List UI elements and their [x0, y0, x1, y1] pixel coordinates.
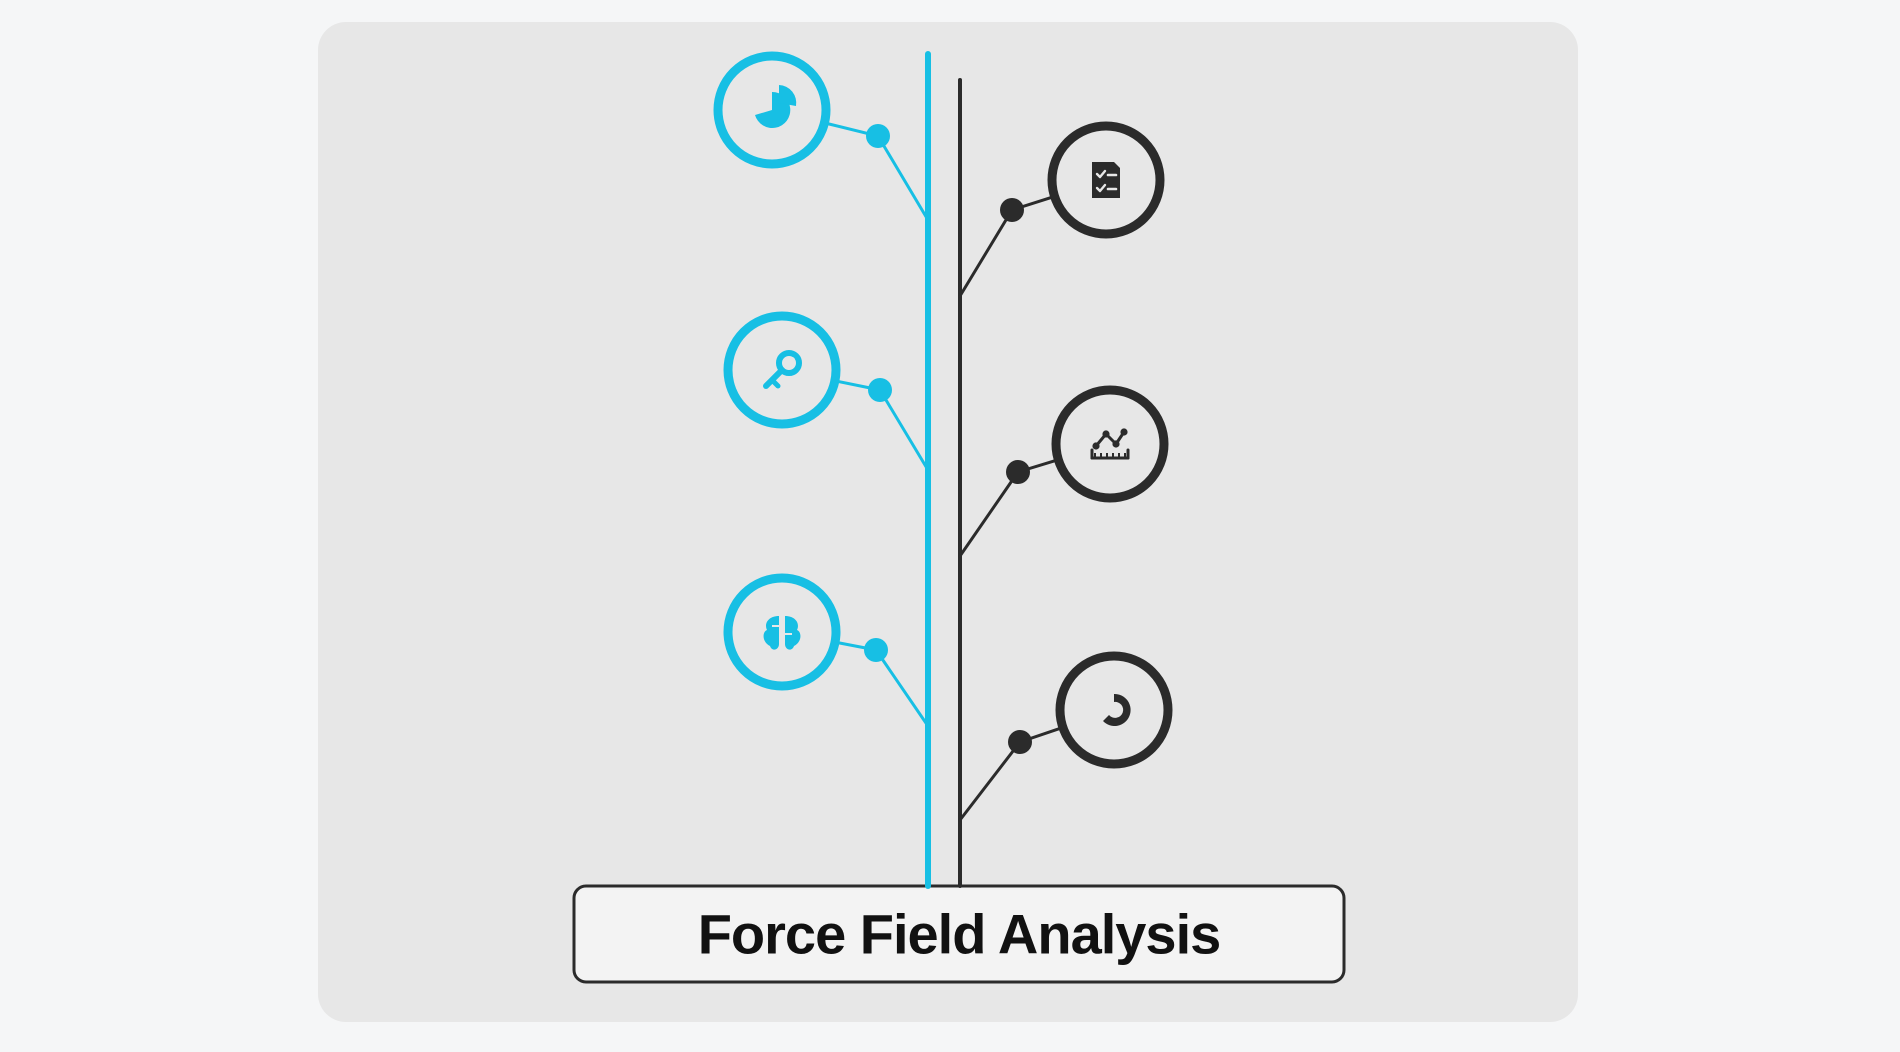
right-node-ring	[1056, 390, 1164, 498]
left-branch-dot	[868, 378, 892, 402]
stage: Force Field Analysis	[0, 0, 1900, 1052]
right-branch-dot	[1006, 460, 1030, 484]
left-branch-dot	[864, 638, 888, 662]
diagram-card: Force Field Analysis	[318, 22, 1578, 1022]
force-field-diagram: Force Field Analysis	[318, 22, 1578, 1022]
right-branch-dot	[1008, 730, 1032, 754]
right-branch-dot	[1000, 198, 1024, 222]
title-text: Force Field Analysis	[698, 903, 1221, 966]
left-node-ring	[728, 578, 836, 686]
left-branch-dot	[866, 124, 890, 148]
right-node-ring	[1060, 656, 1168, 764]
checklist-icon	[1092, 162, 1120, 198]
